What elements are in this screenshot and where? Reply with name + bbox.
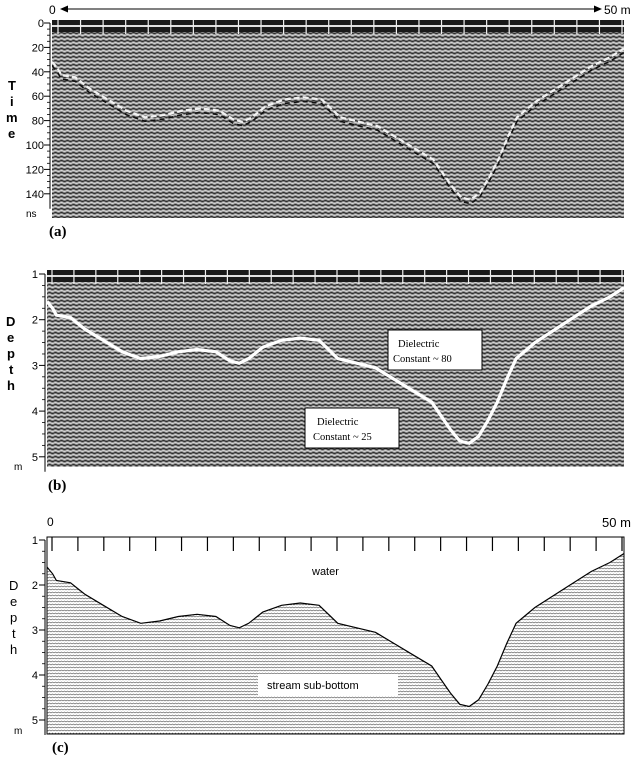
panel-a-scale-start: 0 — [49, 3, 56, 17]
svg-text:Constant ~ 25: Constant ~ 25 — [313, 432, 372, 443]
axis-tick-label: 5 — [32, 452, 38, 464]
panel-c-axis-title: D e p t h — [9, 578, 18, 657]
panel-b-box-upper: Dielectric Constant ~ 80 — [387, 329, 483, 371]
svg-text:D: D — [9, 578, 18, 593]
axis-tick-label: 2 — [32, 315, 38, 327]
panel-c-top-ticks — [51, 537, 623, 551]
axis-tick-label: 120 — [26, 164, 44, 176]
axis-tick-label: 2 — [32, 580, 38, 592]
panel-c-depth-axis: 1 2 3 4 5 — [32, 535, 46, 735]
svg-text:p: p — [10, 610, 17, 625]
panel-c-frame — [46, 536, 625, 735]
svg-text:Constant ~ 80: Constant ~ 80 — [393, 354, 452, 365]
panel-a: 0 50 m 0 20 40 60 80 100 120 140 T i m e ns (a) — [6, 3, 631, 240]
svg-text:Dielectric: Dielectric — [317, 417, 359, 428]
panel-c-sediment-label: stream sub-bottom — [267, 680, 359, 692]
panel-b-label: (b) — [48, 478, 66, 494]
axis-tick-label: 5 — [32, 715, 38, 727]
axis-tick-label: 100 — [26, 140, 44, 152]
svg-text:t: t — [12, 626, 16, 641]
svg-text:e: e — [7, 330, 14, 345]
axis-tick-label: 140 — [26, 189, 44, 201]
panel-a-top-ticks — [57, 20, 623, 34]
svg-text:t: t — [9, 362, 14, 377]
svg-text:e: e — [10, 594, 17, 609]
svg-text:Dielectric: Dielectric — [398, 339, 440, 350]
svg-text:e: e — [8, 126, 15, 141]
panel-a-bottom-reflector-shadow — [52, 51, 624, 205]
panel-a-unit: ns — [26, 209, 37, 220]
panel-b-top-ticks — [51, 270, 623, 284]
axis-tick-label: 3 — [32, 360, 38, 372]
svg-text:p: p — [7, 346, 15, 361]
panel-a-time-axis: 0 20 40 60 80 100 120 140 — [26, 18, 51, 209]
axis-tick-label: 1 — [32, 535, 38, 547]
panel-b-unit: m — [14, 462, 22, 473]
axis-tick-label: 40 — [32, 67, 44, 79]
panel-c-profile-line — [46, 552, 625, 708]
axis-tick-label: 80 — [32, 116, 44, 128]
axis-tick-label: 4 — [32, 406, 38, 418]
panel-a-scale-arrow-right — [594, 5, 602, 13]
axis-tick-label: 20 — [32, 42, 44, 54]
panel-a-scale-arrow-left — [60, 5, 68, 13]
panel-b-axis-title: D e p t h — [6, 314, 15, 393]
panel-b-depth-axis: 1 2 3 4 5 — [32, 269, 46, 472]
panel-c-water-label: water — [311, 566, 339, 578]
axis-tick-label: 3 — [32, 625, 38, 637]
panel-c-scale-start: 0 — [47, 515, 54, 529]
axis-tick-label: 1 — [32, 269, 38, 281]
panel-a-label: (a) — [49, 224, 67, 240]
svg-text:h: h — [7, 378, 15, 393]
svg-text:h: h — [10, 642, 17, 657]
panel-a-scale-end: 50 m — [604, 3, 631, 17]
panel-c-label: (c) — [52, 740, 69, 756]
panel-b: Dielectric Constant ~ 80 Dielectric Cons… — [6, 269, 624, 494]
panel-a-radargram — [52, 20, 624, 218]
axis-tick-label: 60 — [32, 91, 44, 103]
panel-a-bottom-reflector — [52, 47, 624, 201]
panel-c-sediment-area — [47, 553, 624, 734]
panel-c-unit: m — [14, 726, 22, 737]
svg-text:m: m — [6, 110, 18, 125]
svg-text:i: i — [10, 94, 14, 109]
panel-c: 0 50 m water stream sub-bottom 1 2 3 4 5 D e… — [9, 515, 631, 756]
axis-tick-label: 0 — [38, 18, 44, 30]
panel-b-box-lower: Dielectric Constant ~ 25 — [304, 407, 400, 449]
panel-c-scale-end: 50 m — [602, 515, 631, 530]
panel-a-axis-title: T i m e — [6, 78, 18, 141]
svg-text:T: T — [8, 78, 16, 93]
panel-b-interpreted-profile — [47, 286, 624, 446]
axis-tick-label: 4 — [32, 670, 38, 682]
svg-text:D: D — [6, 314, 15, 329]
